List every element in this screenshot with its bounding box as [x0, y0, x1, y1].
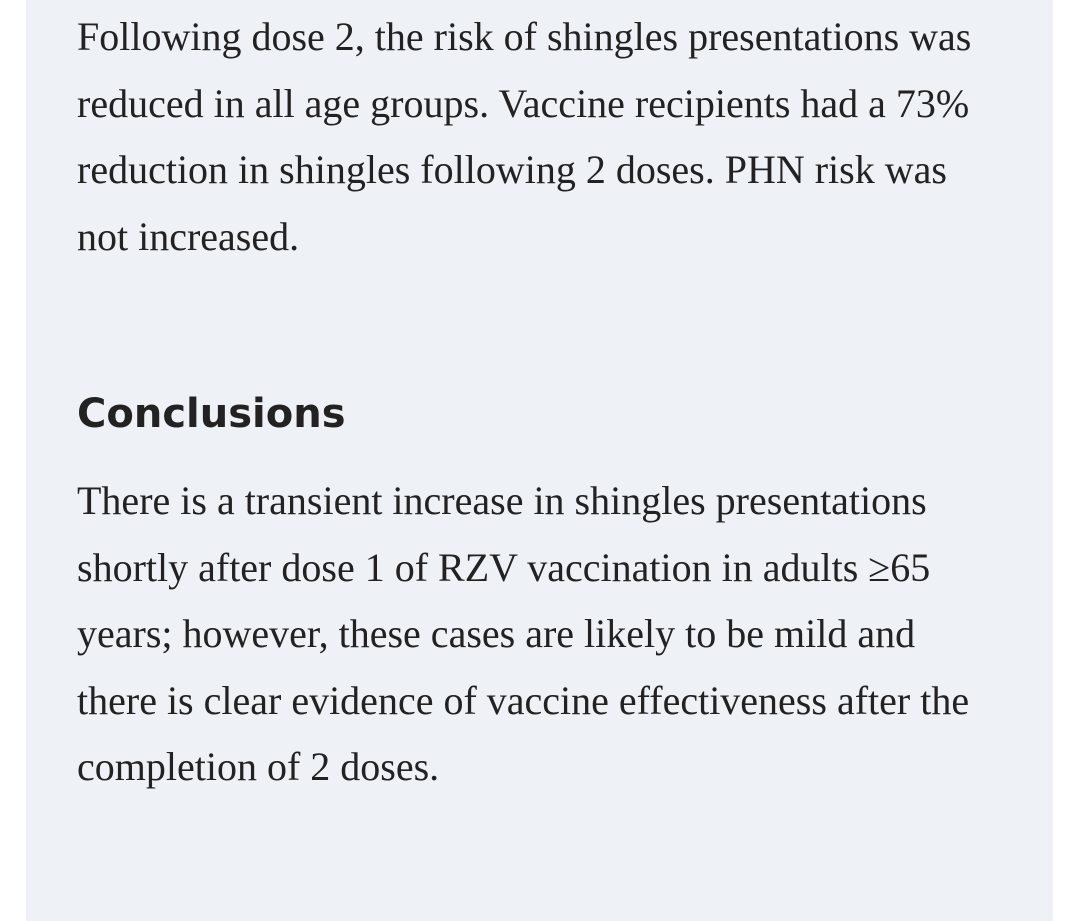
abstract-panel	[26, 0, 1053, 921]
section-heading: Conclusions	[77, 391, 346, 437]
results-paragraph: Following dose 2, the risk of shingles p…	[77, 14, 972, 259]
conclusions-paragraph: There is a transient increase in shingle…	[77, 478, 970, 789]
